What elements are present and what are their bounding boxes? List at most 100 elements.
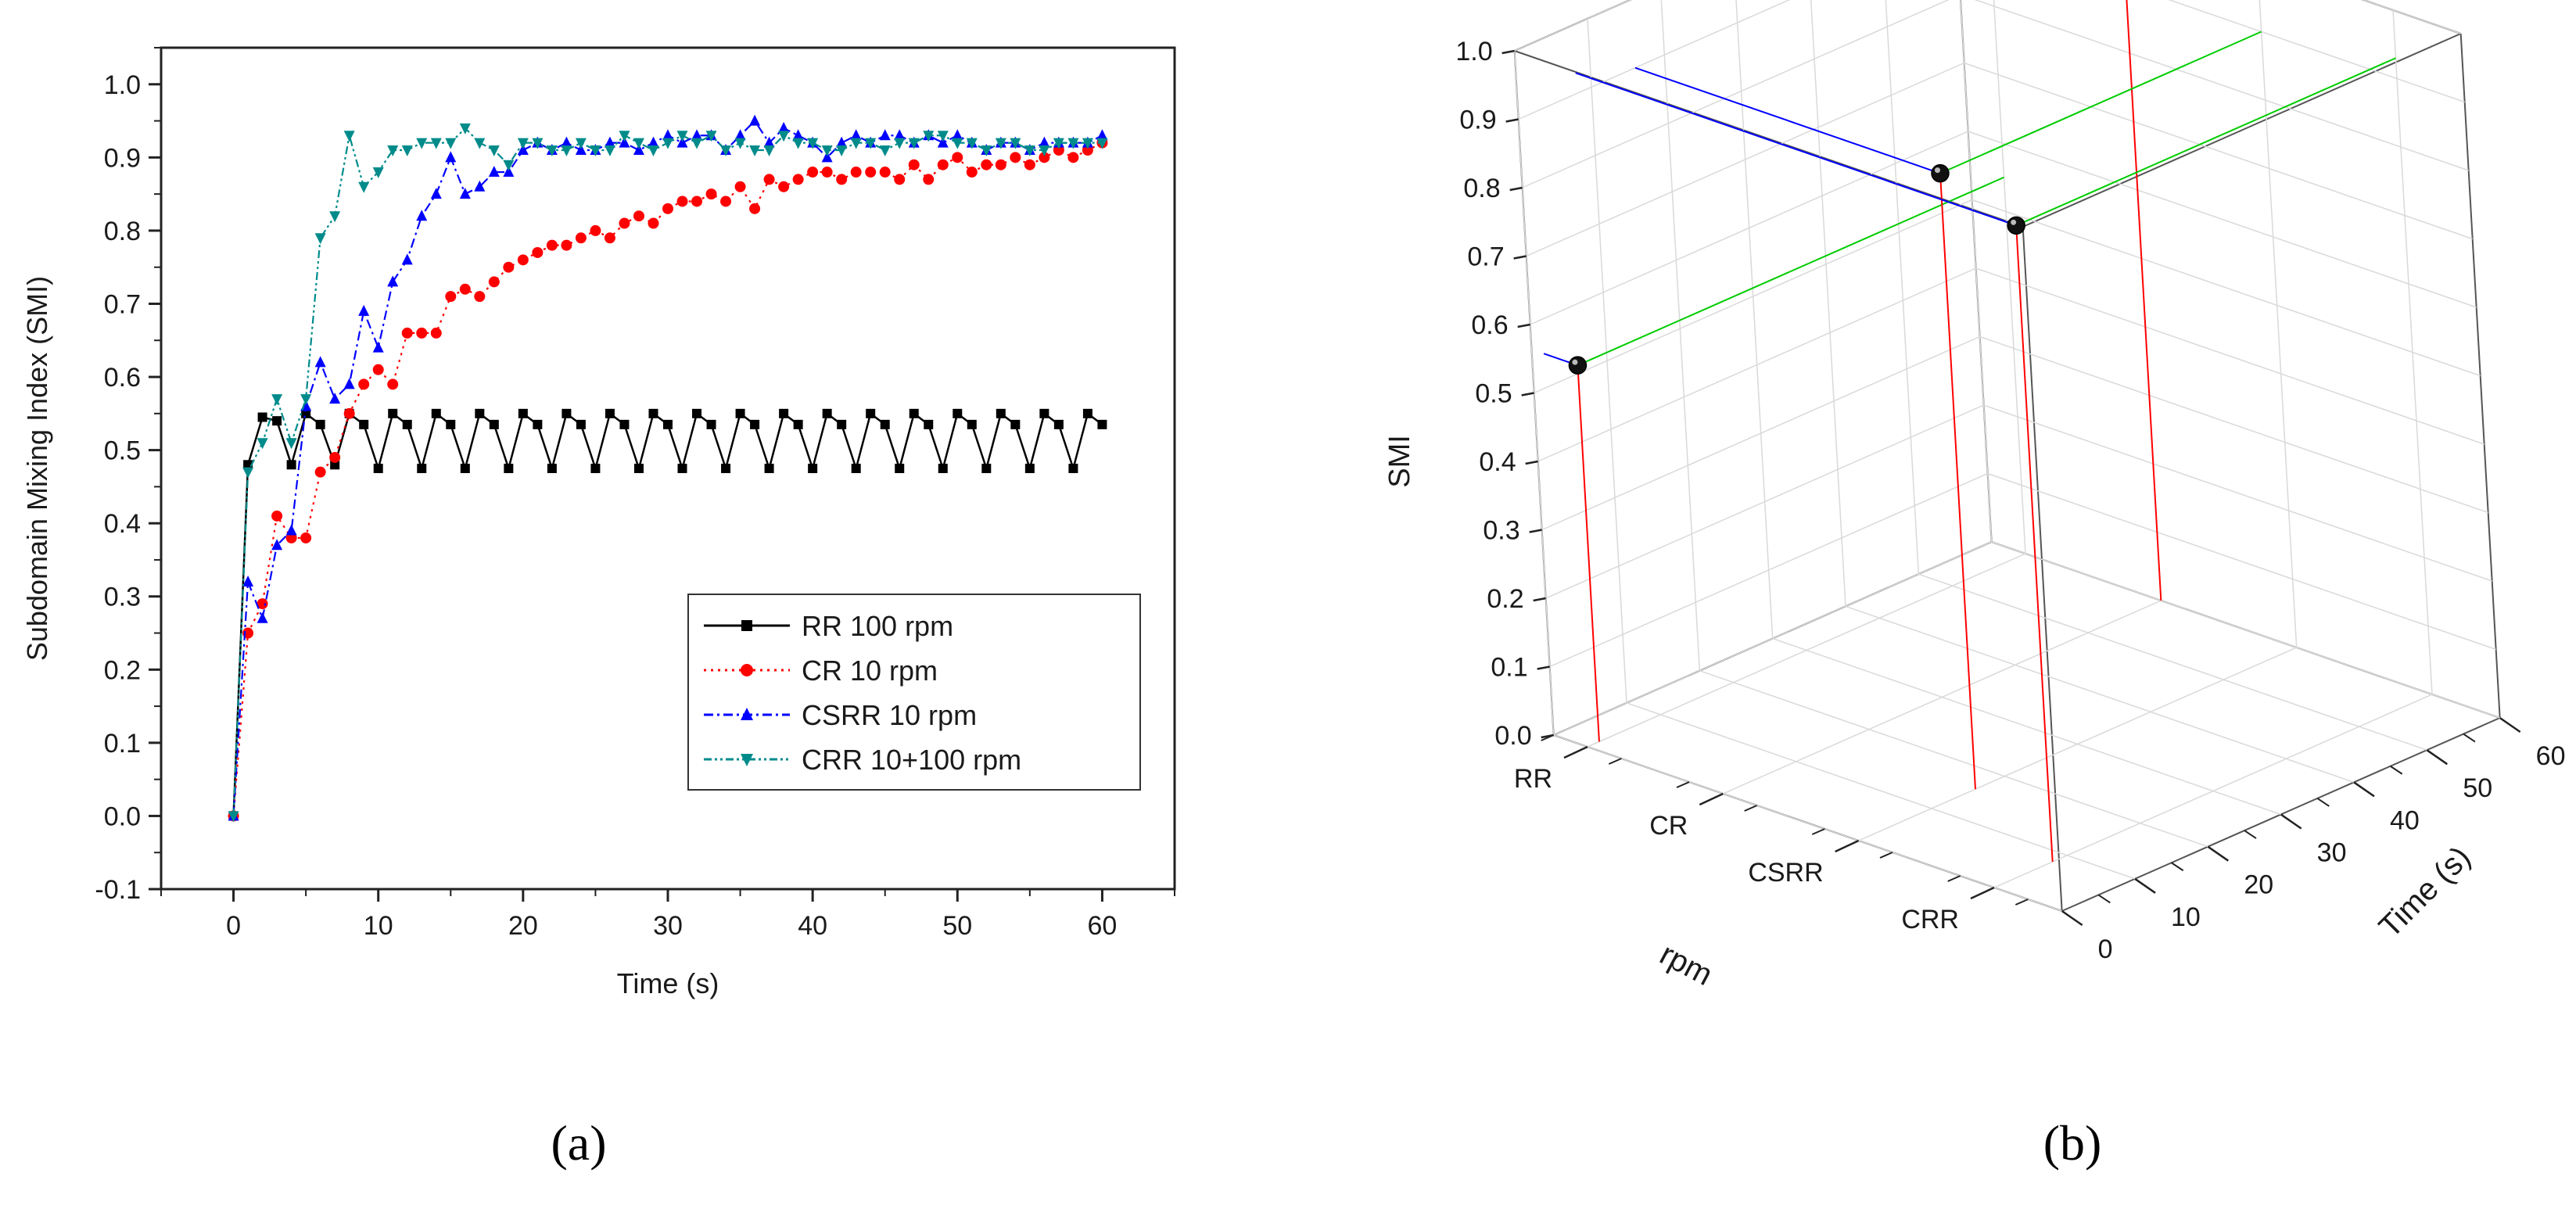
- x-minor-tick: [1744, 805, 1758, 812]
- y-minor-tick: [2171, 862, 2184, 872]
- y-tick-label: 0: [2098, 934, 2113, 964]
- grid-line: [1735, 0, 1774, 639]
- data-point: [1039, 145, 1050, 156]
- panel-b-x-axis-title: rpm: [1654, 937, 1717, 992]
- grid-line: [1699, 669, 2208, 848]
- data-point: [301, 408, 311, 418]
- panel-b-z-axis-title: SMI: [1383, 435, 1416, 488]
- rpm-drop-line: [1575, 72, 2017, 227]
- data-point: [561, 408, 572, 418]
- vertical-drop-line: [2015, 225, 2054, 863]
- data-point: [401, 145, 413, 156]
- data-point: [619, 131, 630, 142]
- box-edge: [1960, 0, 1993, 543]
- data-point: [995, 138, 1006, 149]
- x-minor-tick: [2015, 899, 2029, 906]
- x-minor-tick: [1811, 828, 1825, 835]
- data-point: [416, 138, 428, 149]
- data-point: [575, 143, 587, 155]
- grid-line: [1918, 573, 2427, 751]
- data-point: [271, 510, 283, 522]
- data-point: [1097, 419, 1107, 429]
- legend-marker: [741, 754, 753, 766]
- data-point: [314, 466, 326, 478]
- grid-line: [1993, 694, 2433, 888]
- data-point: [532, 138, 544, 149]
- y-tick-label: 0.6: [104, 363, 141, 393]
- legend-label: RR 100 rpm: [802, 610, 953, 642]
- data-point: [1053, 138, 1064, 149]
- legend-label: CR 10 rpm: [802, 655, 938, 687]
- data-point: [1024, 464, 1035, 473]
- data-point: [923, 174, 935, 185]
- grid-line: [1974, 0, 2469, 171]
- data-point: [257, 412, 267, 422]
- grid-line: [1772, 637, 2281, 816]
- x-tick: [1563, 745, 1588, 759]
- z-tick-label: 0.5: [1475, 379, 1512, 409]
- data-point: [561, 145, 572, 156]
- data-point: [705, 131, 717, 142]
- data-point: [330, 460, 340, 470]
- data-point: [778, 131, 790, 142]
- z-tick-label: 0.9: [1459, 106, 1496, 135]
- data-point: [416, 327, 428, 339]
- data-point: [459, 188, 471, 199]
- data-point: [821, 145, 833, 156]
- grid-line: [1626, 702, 2136, 880]
- data-point: [242, 467, 254, 479]
- data-point: [981, 145, 992, 156]
- y-tick-label: 0.8: [104, 217, 141, 246]
- grid-line: [1971, 199, 2481, 377]
- data-point: [546, 239, 558, 251]
- data-point: [691, 129, 703, 141]
- data-point: [460, 464, 470, 473]
- data-point: [533, 419, 543, 429]
- data-point: [474, 180, 486, 192]
- data-point: [648, 217, 659, 229]
- x-category-label: RR: [1514, 764, 1552, 794]
- grid-line: [1964, 62, 2473, 240]
- data-point: [836, 145, 848, 156]
- data-point: [677, 464, 687, 473]
- z-tick: [1521, 392, 1534, 396]
- data-point: [243, 460, 253, 470]
- data-point: [373, 464, 383, 473]
- vertical-drop-line: [1939, 173, 1976, 790]
- data-point: [459, 283, 471, 295]
- data-point: [966, 167, 978, 178]
- y-minor-tick: [2244, 830, 2257, 839]
- data-point: [359, 419, 369, 429]
- legend-marker: [741, 708, 753, 720]
- data-point: [286, 460, 296, 470]
- data-point: [807, 138, 819, 149]
- data-point: [459, 123, 471, 135]
- panel-a-chart: 0 10 20 30 40 50 60 -0.1 0.0 0.1 0.2 0.3 0.4 0.5 0.6 0…: [21, 46, 1176, 1171]
- data-point: [764, 464, 774, 473]
- y-tick-label: 30: [2317, 838, 2347, 868]
- data-point: [358, 181, 370, 193]
- data-point: [619, 217, 630, 229]
- data-point: [648, 136, 659, 148]
- data-point: [300, 532, 312, 543]
- z-tick: [1529, 529, 1542, 533]
- point-cr: [2126, 0, 2162, 601]
- panel-a-x-axis-title: Time (s): [617, 967, 719, 999]
- data-point: [662, 129, 673, 141]
- y-tick-label: 40: [2390, 805, 2420, 835]
- legend-marker: [741, 620, 752, 631]
- data-point: [228, 811, 239, 823]
- data-point: [343, 131, 355, 142]
- data-point: [996, 408, 1006, 418]
- data-point: [894, 129, 906, 141]
- data-point: [343, 407, 355, 419]
- data-point: [431, 408, 441, 418]
- data-point: [821, 151, 833, 163]
- series-rr-100-rpm: [228, 408, 1107, 821]
- y-tick-label: 0.7: [104, 289, 141, 319]
- data-point: [474, 138, 486, 149]
- data-point: [329, 393, 341, 404]
- z-tick-label: 1.0: [1455, 37, 1492, 66]
- data-point: [372, 167, 384, 179]
- data-point: [1039, 408, 1049, 418]
